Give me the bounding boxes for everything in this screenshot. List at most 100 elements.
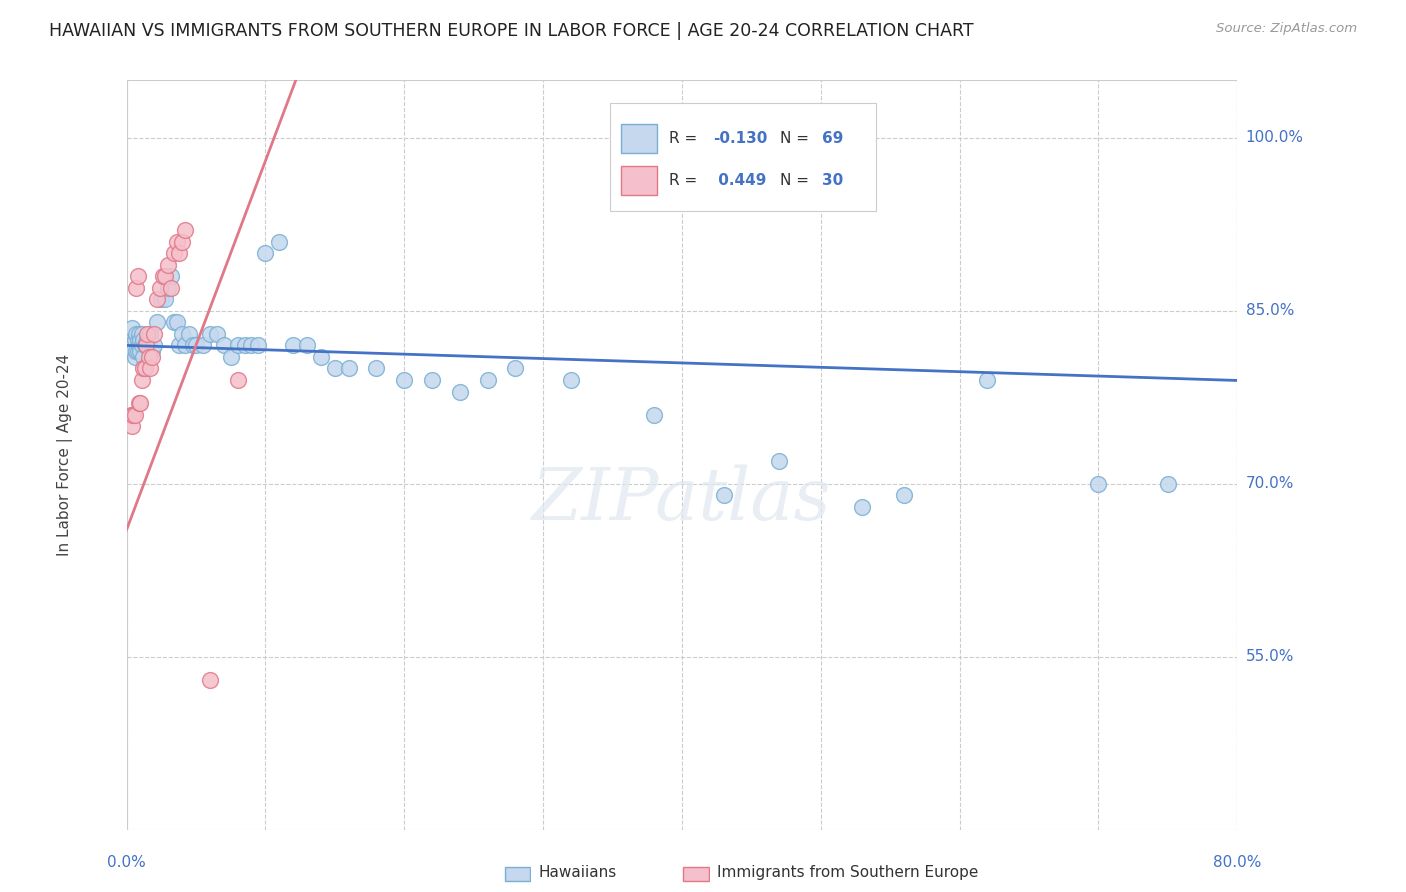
Point [125,326,148,341]
Text: 85.0%: 85.0% [1246,303,1294,318]
Point [128,326,150,341]
Point [169,338,191,352]
Point [768,453,790,467]
Point [281,338,304,352]
Point [146,293,169,307]
Text: Hawaiians: Hawaiians [538,865,617,880]
Point [143,326,166,341]
Text: 69: 69 [823,131,844,146]
Text: 55.0%: 55.0% [1246,649,1294,665]
Point [166,315,188,329]
Text: 0.0%: 0.0% [107,855,146,870]
Point [226,338,249,352]
Point [131,338,153,352]
Point [295,338,318,352]
Bar [505,867,530,881]
Point [851,500,873,514]
Point [124,350,146,364]
Point [129,396,152,410]
Point [134,361,156,376]
FancyBboxPatch shape [621,125,658,153]
Point [254,246,277,260]
Point [129,344,152,359]
Point [146,315,169,329]
Point [560,373,582,387]
Text: In Labor Force | Age 20-24: In Labor Force | Age 20-24 [58,354,73,556]
Text: -0.130: -0.130 [713,131,768,146]
Point [893,488,915,502]
Point [136,333,159,347]
Point [139,361,162,376]
Point [163,246,186,260]
Text: HAWAIIAN VS IMMIGRANTS FROM SOUTHERN EUROPE IN LABOR FORCE | AGE 20-24 CORRELATI: HAWAIIAN VS IMMIGRANTS FROM SOUTHERN EUR… [49,22,974,40]
Point [420,373,443,387]
Text: R =: R = [669,173,702,188]
Point [169,246,191,260]
Point [132,350,155,364]
Point [226,373,249,387]
Point [976,373,998,387]
FancyBboxPatch shape [621,167,658,195]
Point [198,673,221,687]
Bar [683,867,709,881]
Point [1087,476,1109,491]
Point [643,408,665,422]
Point [247,338,270,352]
Point [713,488,735,502]
Point [160,269,183,284]
Point [177,326,200,341]
Point [172,326,194,341]
Point [172,235,194,249]
Point [135,338,157,352]
Point [149,281,172,295]
Point [173,338,195,352]
Point [132,333,155,347]
Point [503,361,526,376]
Point [143,338,166,352]
Point [136,326,159,341]
Point [122,344,145,359]
Point [240,338,263,352]
Point [155,293,177,307]
Point [233,338,256,352]
Point [212,338,235,352]
Point [124,408,146,422]
Point [132,361,155,376]
Text: N =: N = [780,173,814,188]
Text: 100.0%: 100.0% [1246,130,1303,145]
Point [141,344,163,359]
Point [128,396,150,410]
Point [122,408,145,422]
Point [394,373,416,387]
Point [184,338,207,352]
Point [337,361,360,376]
Point [121,419,143,434]
Point [166,235,188,249]
Text: Immigrants from Southern Europe: Immigrants from Southern Europe [717,865,979,880]
Point [150,293,173,307]
Point [138,350,160,364]
Text: 70.0%: 70.0% [1246,476,1294,491]
Point [269,235,291,249]
Point [139,326,162,341]
Point [366,361,388,376]
Point [163,315,186,329]
Point [125,344,148,359]
Point [157,281,180,295]
Point [125,281,148,295]
Point [127,344,149,359]
Text: 0.449: 0.449 [713,173,766,188]
Point [120,338,142,352]
Text: 80.0%: 80.0% [1213,855,1261,870]
Point [128,338,150,352]
Point [205,326,228,341]
Point [449,384,471,399]
Point [120,408,142,422]
Point [127,333,149,347]
Point [138,338,160,352]
Text: N =: N = [780,131,814,146]
FancyBboxPatch shape [610,103,876,211]
Point [131,373,153,387]
Point [127,269,149,284]
Point [134,338,156,352]
